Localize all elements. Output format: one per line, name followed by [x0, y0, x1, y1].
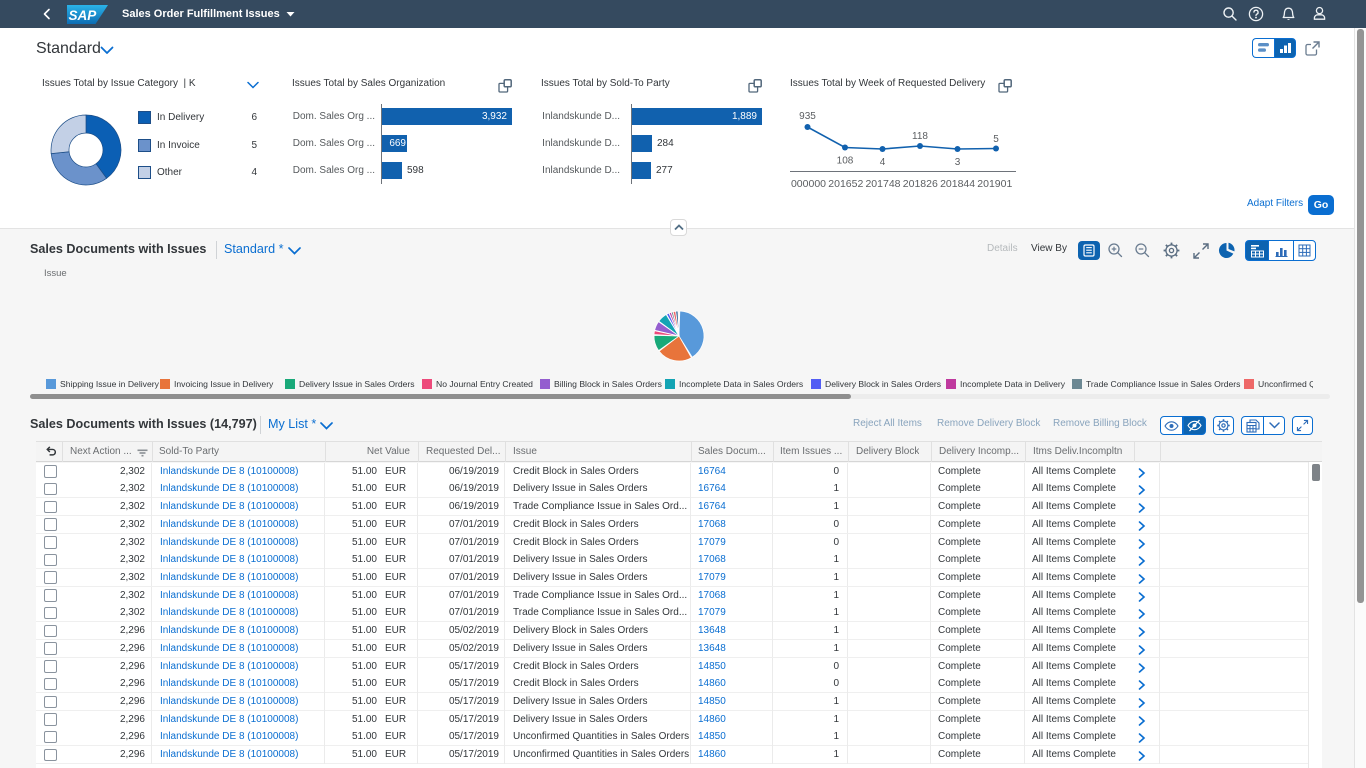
svg-text:201652: 201652: [828, 178, 863, 190]
svg-text:108: 108: [837, 156, 854, 167]
svg-text:000000: 000000: [791, 178, 826, 190]
svg-text:201901: 201901: [977, 178, 1012, 190]
svg-text:201844: 201844: [940, 178, 975, 190]
svg-text:201826: 201826: [903, 178, 938, 190]
svg-text:3: 3: [955, 157, 961, 168]
svg-text:4: 4: [880, 157, 886, 168]
svg-text:5: 5: [993, 134, 999, 145]
svg-text:935: 935: [799, 111, 816, 122]
svg-text:201748: 201748: [865, 178, 900, 190]
svg-text:SAP: SAP: [69, 8, 98, 23]
svg-text:118: 118: [912, 131, 928, 142]
